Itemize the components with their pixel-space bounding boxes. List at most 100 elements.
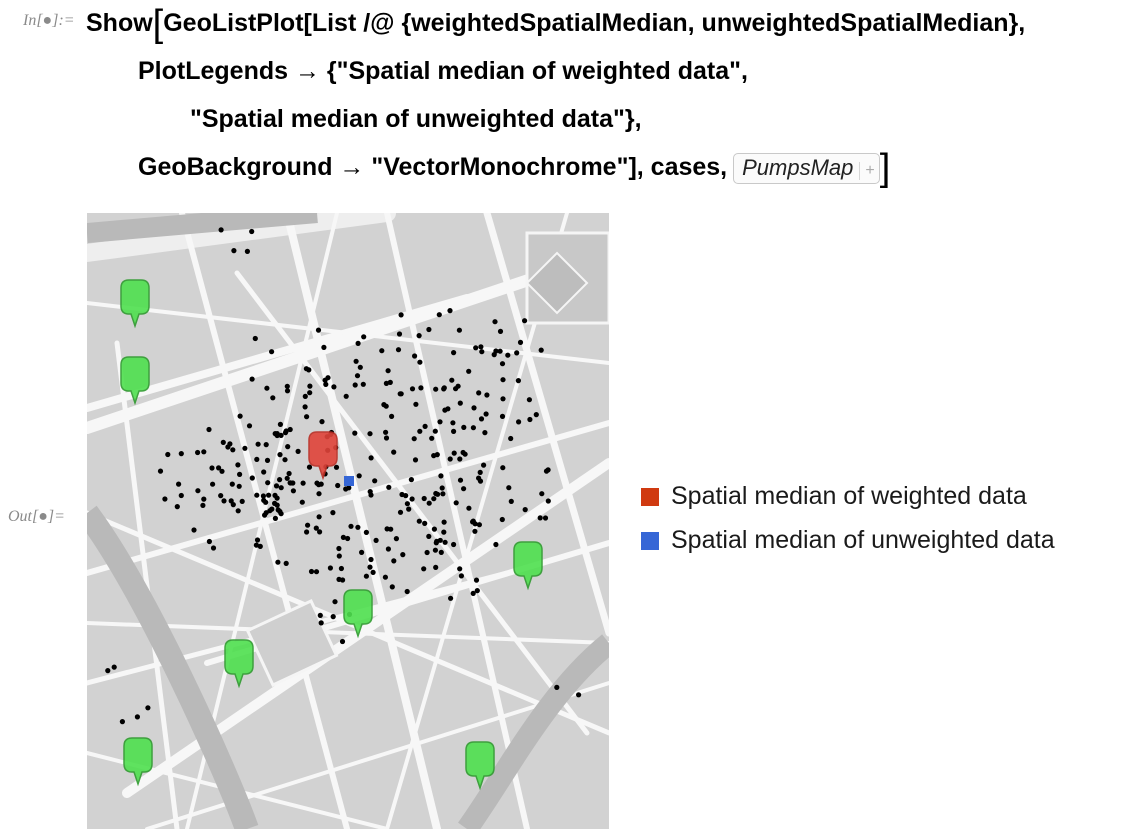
case-dot (191, 527, 197, 533)
case-dot (263, 499, 269, 505)
case-dot (399, 491, 405, 498)
case-dot (303, 366, 309, 372)
case-dot (373, 537, 379, 543)
case-dot (441, 519, 447, 525)
weighted-median-marker-icon[interactable] (308, 431, 338, 481)
case-dot (361, 334, 367, 340)
case-dot (304, 414, 310, 420)
case-dot (537, 515, 543, 521)
code-line-1[interactable]: Show[GeoListPlot[List /@ {weightedSpatia… (86, 5, 1025, 43)
case-dot (315, 327, 322, 333)
case-dot (418, 385, 424, 391)
case-dot (285, 444, 291, 450)
case-dot (526, 397, 532, 403)
case-dot (367, 489, 373, 495)
case-dot (157, 468, 164, 474)
pump-marker-icon[interactable] (465, 741, 495, 791)
case-dot (316, 491, 322, 497)
case-dot (305, 522, 311, 528)
case-dot (282, 457, 288, 463)
case-dot (278, 485, 284, 491)
case-dot (457, 400, 463, 406)
case-dot (457, 456, 463, 462)
case-dot (395, 347, 402, 353)
case-dot (352, 430, 358, 436)
case-dot (421, 495, 427, 502)
case-dot (499, 361, 506, 367)
pump-marker-icon[interactable] (120, 279, 150, 329)
case-dot (484, 392, 490, 398)
case-dot (476, 390, 482, 396)
case-dot (319, 419, 325, 425)
case-dot (416, 333, 422, 339)
case-dot (367, 431, 373, 437)
case-dot (381, 402, 387, 408)
case-dot (318, 620, 324, 626)
case-dot (277, 452, 283, 458)
close-bracket: ] (879, 147, 891, 189)
case-dot (499, 413, 506, 419)
unweighted-median-marker[interactable] (344, 476, 354, 486)
code-line-2[interactable]: PlotLegends → {"Spatial median of weight… (138, 57, 748, 85)
case-dot (461, 486, 467, 492)
main-road (87, 505, 259, 829)
case-dot (404, 588, 410, 595)
case-dot (431, 496, 437, 502)
case-dot (492, 319, 498, 325)
pump-marker-icon[interactable] (123, 737, 153, 787)
case-dot (252, 335, 258, 342)
case-dot (274, 502, 280, 508)
case-dot (255, 441, 261, 447)
case-dot (272, 515, 278, 521)
case-dot (433, 564, 439, 570)
pump-marker-icon[interactable] (343, 589, 373, 639)
geo-map[interactable] (87, 213, 609, 829)
case-dot (269, 349, 275, 355)
case-dot (500, 396, 506, 402)
pumps-map-box[interactable]: PumpsMap + (733, 152, 880, 184)
case-dot (527, 416, 533, 423)
expand-plus-icon[interactable]: + (859, 161, 875, 180)
case-dot (421, 566, 427, 572)
case-dot (336, 576, 342, 582)
case-dot (343, 486, 349, 492)
case-dot (111, 664, 117, 670)
case-dot (447, 308, 453, 314)
case-dot (277, 508, 283, 515)
case-dot (417, 359, 423, 365)
pump-marker-icon[interactable] (513, 541, 543, 591)
case-dot (398, 312, 404, 318)
code-line-3[interactable]: "Spatial median of unweighted data"}, (190, 105, 642, 133)
case-dot (359, 549, 365, 555)
case-dot (437, 419, 443, 425)
case-dot (355, 524, 361, 530)
case-dot (396, 331, 403, 337)
case-dot (266, 492, 272, 498)
legend-item-unweighted: Spatial median of unweighted data (641, 526, 1055, 555)
case-dot (201, 496, 207, 502)
case-dot (313, 569, 320, 575)
case-dot (429, 435, 435, 441)
case-dot (264, 385, 270, 391)
pump-marker-icon[interactable] (120, 356, 150, 406)
case-dot (316, 514, 322, 520)
case-dot (235, 462, 241, 468)
case-dot (433, 490, 439, 497)
case-dot (456, 327, 462, 333)
case-dot (307, 390, 313, 396)
case-dot (554, 684, 560, 690)
case-dot (470, 425, 476, 431)
case-dot (434, 452, 440, 458)
case-dot (473, 577, 480, 583)
pump-marker-icon[interactable] (224, 639, 254, 689)
case-dot (477, 469, 483, 475)
case-dot (451, 541, 457, 548)
case-dot (206, 538, 212, 545)
case-dot (500, 465, 506, 471)
case-dot (219, 468, 225, 474)
code-line-4[interactable]: GeoBackground → "VectorMonochrome"], cas… (138, 149, 890, 187)
case-dot (272, 492, 278, 498)
case-dot (515, 378, 521, 384)
case-dot (236, 483, 242, 489)
case-dot (426, 326, 432, 333)
